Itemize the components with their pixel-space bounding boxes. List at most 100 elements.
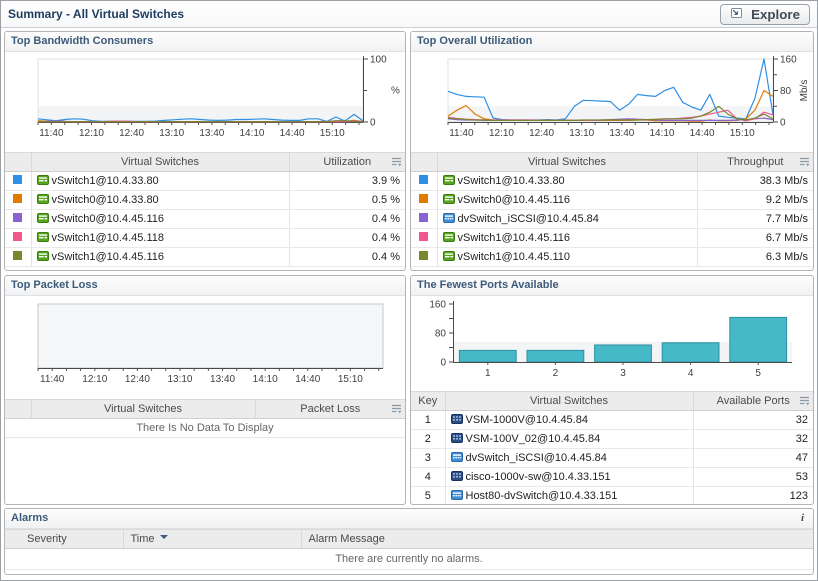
ports-chart[interactable]: 0 80 160 1 2 3 4 5 — [411, 296, 813, 391]
svg-text:14:40: 14:40 — [280, 128, 305, 139]
table-row[interactable]: vSwitch1@10.4.45.116 0.4 % — [5, 247, 405, 267]
value-cell: 0.4 % — [289, 247, 405, 267]
svg-text:11:40: 11:40 — [449, 128, 474, 139]
packetloss-column-header[interactable]: Packet Loss — [255, 399, 405, 419]
switch-name-cell[interactable]: vSwitch0@10.4.45.116 — [31, 209, 290, 229]
svg-text:14:40: 14:40 — [295, 374, 320, 385]
table-row[interactable]: vSwitch1@10.4.45.118 0.4 % — [5, 228, 405, 248]
switch-name-cell[interactable]: VSM-1000V@10.4.45.84 — [445, 410, 694, 430]
table-row[interactable]: vSwitch0@10.4.45.116 0.4 % — [5, 209, 405, 229]
info-icon[interactable]: i — [800, 512, 804, 524]
svg-text:13:40: 13:40 — [609, 128, 634, 139]
message-column-header[interactable]: Alarm Message — [301, 529, 813, 549]
table-customizer-icon[interactable] — [799, 396, 810, 409]
switch-name-cell[interactable]: vSwitch1@10.4.33.80 — [31, 171, 290, 191]
vsm-navy-icon — [450, 432, 463, 447]
panel-alarms-title: Alarms i — [5, 509, 813, 529]
switch-name[interactable]: vSwitch1@10.4.45.110 — [457, 250, 570, 263]
switch-name[interactable]: dvSwitch_iSCSI@10.4.45.84 — [457, 212, 599, 225]
table-row[interactable]: vSwitch1@10.4.45.110 6.3 Mb/s — [411, 247, 813, 267]
dvswitch-blue-icon — [450, 489, 463, 504]
svg-text:160: 160 — [429, 300, 446, 311]
swatch-column-header — [5, 399, 32, 419]
utilization-column-header[interactable]: Utilization — [289, 152, 405, 172]
table-row[interactable]: 3 dvSwitch_iSCSI@10.4.45.84 47 — [411, 448, 813, 468]
switches-column-header[interactable]: Virtual Switches — [437, 152, 698, 172]
switch-name[interactable]: VSM-1000V@10.4.45.84 — [465, 413, 588, 426]
table-row[interactable]: 5 Host80-dvSwitch@10.4.33.151 123 — [411, 486, 813, 504]
table-customizer-icon[interactable] — [391, 157, 402, 170]
table-row[interactable]: dvSwitch_iSCSI@10.4.45.84 7.7 Mb/s — [411, 209, 813, 229]
time-column-header[interactable]: Time — [123, 529, 302, 549]
table-row[interactable]: 1 VSM-1000V@10.4.45.84 32 — [411, 410, 813, 430]
available-ports-column-header[interactable]: Available Ports — [693, 391, 813, 411]
switch-name[interactable]: vSwitch1@10.4.33.80 — [51, 174, 159, 187]
switch-name[interactable]: dvSwitch_iSCSI@10.4.45.84 — [465, 451, 607, 464]
table-row[interactable]: vSwitch1@10.4.45.116 6.7 Mb/s — [411, 228, 813, 248]
switch-name-cell[interactable]: vSwitch1@10.4.45.116 — [437, 228, 698, 248]
switch-name[interactable]: vSwitch0@10.4.45.116 — [51, 212, 164, 225]
table-row[interactable]: 4 cisco-1000v-sw@10.4.33.151 53 — [411, 467, 813, 487]
switch-name[interactable]: Host80-dvSwitch@10.4.33.151 — [465, 489, 618, 502]
svg-text:0: 0 — [440, 358, 446, 369]
svg-text:160: 160 — [780, 55, 797, 66]
svg-text:13:10: 13:10 — [167, 374, 192, 385]
switch-name-cell[interactable]: dvSwitch_iSCSI@10.4.45.84 — [445, 448, 694, 468]
legend-swatch-cell — [5, 171, 32, 191]
table-customizer-icon[interactable] — [799, 157, 810, 170]
switch-name-cell[interactable]: VSM-100V_02@10.4.45.84 — [445, 429, 694, 449]
switch-name[interactable]: vSwitch1@10.4.33.80 — [457, 174, 565, 187]
value-cell: 53 — [693, 467, 813, 487]
utilization-chart[interactable]: 11:40 12:10 12:40 13:10 13:40 14:10 14:40 15:10… — [411, 52, 813, 152]
vswitch-green-icon — [442, 174, 455, 189]
legend-swatch — [419, 251, 429, 260]
bandwidth-chart[interactable]: 11:40 12:10 12:40 13:10 13:40 14:10 14:40 15:10… — [5, 52, 405, 152]
switches-column-header[interactable]: Virtual Switches — [31, 152, 290, 172]
switch-name-cell[interactable]: vSwitch1@10.4.45.110 — [437, 247, 698, 267]
panel-ports-title: The Fewest Ports Available — [411, 276, 813, 296]
switch-name[interactable]: cisco-1000v-sw@10.4.33.151 — [465, 470, 611, 483]
switch-name-cell[interactable]: cisco-1000v-sw@10.4.33.151 — [445, 467, 694, 487]
panel-ports: The Fewest Ports Available 0 80 160 1 2 3 4 5 K… — [410, 275, 814, 505]
value-cell: 3.9 % — [289, 171, 405, 191]
switch-name-cell[interactable]: vSwitch1@10.4.33.80 — [437, 171, 698, 191]
throughput-column-header[interactable]: Throughput — [697, 152, 813, 172]
table-row[interactable]: vSwitch0@10.4.45.116 9.2 Mb/s — [411, 190, 813, 210]
vswitch-green-icon — [36, 250, 49, 265]
explore-label: Explore — [751, 6, 800, 22]
table-row[interactable]: vSwitch1@10.4.33.80 38.3 Mb/s — [411, 171, 813, 191]
vswitch-green-icon — [36, 174, 49, 189]
key-column-header[interactable]: Key — [411, 391, 446, 411]
dvswitch-blue-icon — [442, 212, 455, 227]
switch-name-cell[interactable]: dvSwitch_iSCSI@10.4.45.84 — [437, 209, 698, 229]
switch-name-cell[interactable]: vSwitch0@10.4.45.116 — [437, 190, 698, 210]
switch-name[interactable]: vSwitch1@10.4.45.118 — [51, 231, 164, 244]
switch-name-cell[interactable]: vSwitch1@10.4.45.118 — [31, 228, 290, 248]
switch-name[interactable]: vSwitch0@10.4.45.116 — [457, 193, 570, 206]
table-customizer-icon[interactable] — [391, 404, 402, 417]
table-row[interactable]: vSwitch1@10.4.33.80 3.9 % — [5, 171, 405, 191]
switch-name[interactable]: vSwitch1@10.4.45.116 — [457, 231, 570, 244]
panel-packetloss-title: Top Packet Loss — [5, 276, 405, 296]
switch-name-cell[interactable]: vSwitch0@10.4.33.80 — [31, 190, 290, 210]
switch-name-cell[interactable]: Host80-dvSwitch@10.4.33.151 — [445, 486, 694, 504]
panel-packetloss: Top Packet Loss 11:40 12:10 12:40 13:10 13:4… — [4, 275, 406, 505]
switch-name-cell[interactable]: vSwitch1@10.4.45.116 — [31, 247, 290, 267]
table-row[interactable]: 2 VSM-100V_02@10.4.45.84 32 — [411, 429, 813, 449]
switches-column-header[interactable]: Virtual Switches — [31, 399, 256, 419]
legend-swatch-cell — [5, 247, 32, 267]
switches-column-header[interactable]: Virtual Switches — [445, 391, 694, 411]
table-row[interactable]: vSwitch0@10.4.33.80 0.5 % — [5, 190, 405, 210]
value-cell: 32 — [693, 410, 813, 430]
switch-name[interactable]: vSwitch1@10.4.45.116 — [51, 250, 164, 263]
explore-button[interactable]: Explore — [720, 3, 810, 25]
alarms-table: Severity Time Alarm Message There are cu… — [5, 529, 813, 570]
severity-column-header[interactable]: Severity — [5, 529, 124, 549]
value-cell: 123 — [693, 486, 813, 504]
switch-name[interactable]: VSM-100V_02@10.4.45.84 — [465, 432, 601, 445]
svg-text:100: 100 — [370, 55, 387, 66]
svg-text:12:40: 12:40 — [125, 374, 150, 385]
packetloss-chart[interactable]: 11:40 12:10 12:40 13:10 13:40 14:10 14:40 15:10 — [5, 296, 405, 399]
svg-text:13:40: 13:40 — [210, 374, 235, 385]
switch-name[interactable]: vSwitch0@10.4.33.80 — [51, 193, 159, 206]
